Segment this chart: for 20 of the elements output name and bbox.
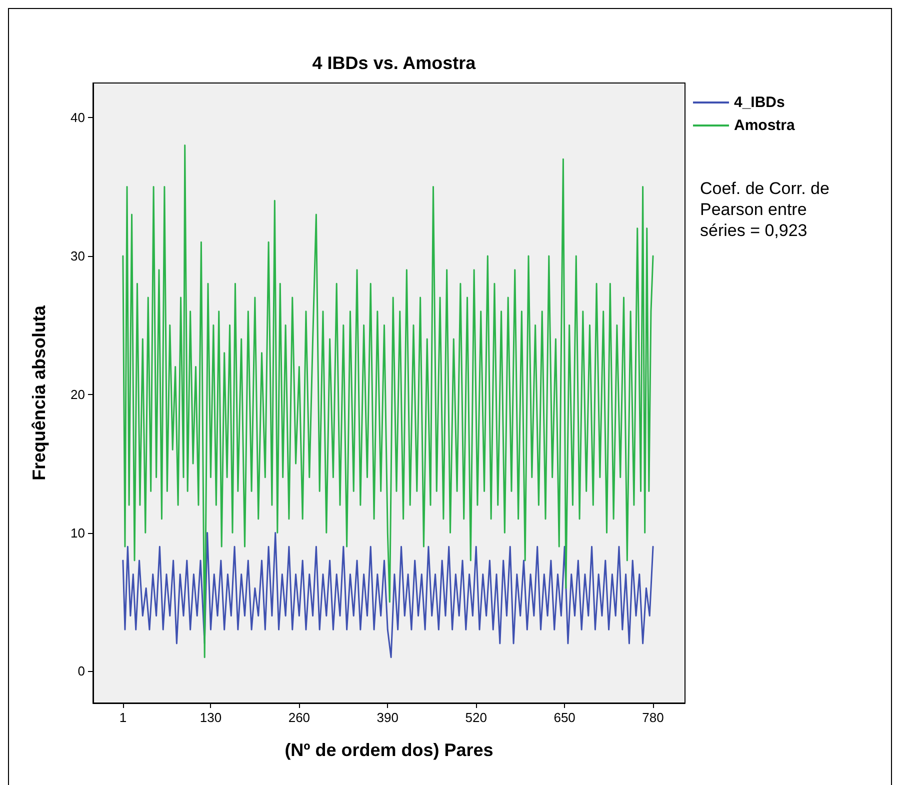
x-tick-label: 260: [288, 710, 310, 725]
x-axis-title: (Nº de ordem dos) Pares: [284, 740, 494, 760]
line-series: [122, 144, 654, 658]
line-series: [122, 532, 654, 658]
text: Coef. de Corr. de Pearson entre séries = 0,923: [700, 179, 834, 240]
y-axis-title: Frequência absoluta: [29, 304, 49, 481]
x-tick-label: 520: [465, 710, 487, 725]
y-tick-label: 30: [70, 248, 85, 264]
legend-label: 4_IBDs: [734, 94, 785, 111]
x-tick-label: 130: [200, 710, 222, 725]
legend-label: Amostra: [734, 117, 796, 134]
x-tick-label: 780: [642, 710, 664, 725]
x-tick-label: 390: [376, 710, 398, 725]
x-tick-label: 1: [119, 710, 127, 725]
y-tick-label: 40: [70, 110, 85, 126]
y-tick-label: 0: [78, 664, 85, 679]
x-tick-label: 650: [554, 710, 576, 725]
y-tick-label: 20: [70, 386, 85, 402]
chart-title: 4 IBDs vs. Amostra: [312, 53, 477, 73]
y-tick-label: 10: [70, 525, 85, 540]
